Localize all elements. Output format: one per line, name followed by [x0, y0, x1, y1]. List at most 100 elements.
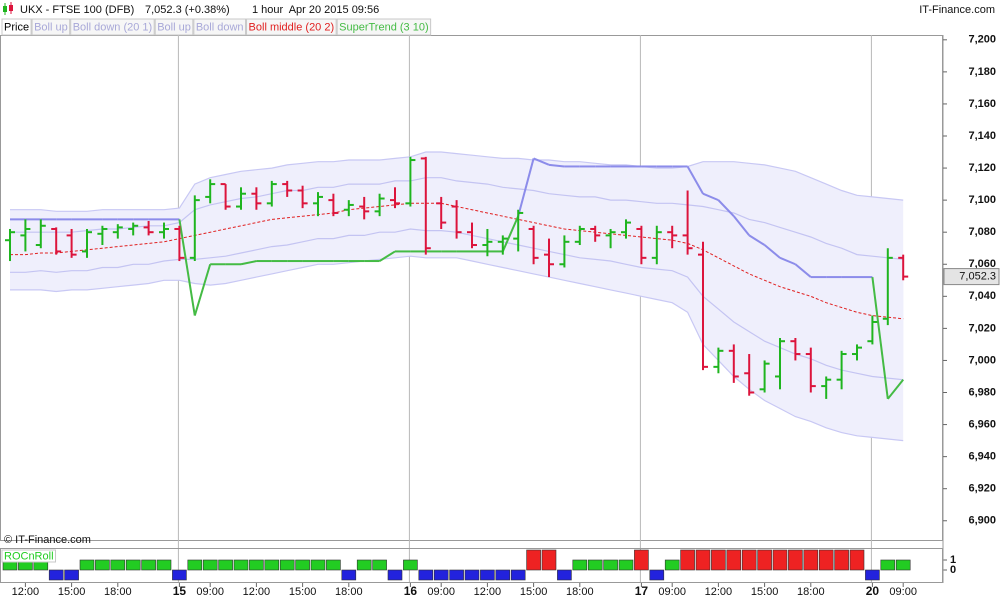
indicator-bar: [557, 569, 572, 581]
indicator-bar: [233, 559, 249, 571]
indicator-bar: [218, 559, 233, 571]
indicator-bar: [895, 559, 911, 571]
supertrend-segment: [748, 234, 766, 246]
x-tick-label: 15:00: [520, 586, 548, 598]
legend-item: [246, 18, 337, 36]
indicator-tick-label: 1: [950, 554, 956, 566]
indicator-bar: [541, 549, 557, 571]
source: IT-Finance.com: [919, 4, 995, 16]
legend-label: SuperTrend (3 10): [339, 21, 428, 33]
x-tick-label: 18:00: [335, 586, 363, 598]
legend: Price Boll up Boll down (20 1) Boll up Boll …: [1, 18, 432, 36]
legend-item: [70, 18, 155, 36]
indicator-bar: [387, 569, 403, 581]
indicator-bar: [587, 559, 603, 571]
indicator-bar: [249, 559, 264, 571]
price-tag-label: 7,052.3: [959, 271, 996, 283]
x-tick-label: 18:00: [797, 586, 825, 598]
x-tick-label: 09:00: [889, 586, 917, 598]
indicator-tick-label: 0: [950, 564, 956, 576]
x-tick-label: 15:00: [58, 586, 86, 598]
indicator-bar: [202, 559, 218, 571]
y-tick-label: 7,200: [968, 34, 996, 46]
indicator-bar: [603, 559, 618, 571]
chart-title: UKX - FTSE 100 (DFB): [20, 4, 134, 16]
indicator-line: [10, 151, 904, 212]
y-tick-label: 7,060: [968, 258, 996, 270]
indicator-bar: [510, 569, 526, 581]
watermark: © IT-Finance.com: [4, 534, 91, 546]
indicator-bar: [495, 569, 511, 581]
indicator-bar: [79, 559, 95, 571]
y-tick-label: 7,040: [968, 290, 996, 302]
indicator-bar: [95, 559, 110, 571]
x-tick-label: 15: [173, 584, 187, 598]
y-tick-label: 7,160: [968, 98, 996, 110]
supertrend-segment: [379, 250, 396, 262]
indicator-bar: [741, 549, 757, 571]
indicator-bar: [295, 559, 310, 571]
legend-item: [31, 18, 71, 36]
indicator-bar: [172, 569, 187, 581]
y-tick-label: 7,180: [968, 66, 996, 78]
period: 1 hour Apr 20 2015 09:56: [252, 4, 379, 16]
indicator-line: [10, 255, 904, 442]
supertrend-segment: [794, 263, 812, 278]
supertrend-segment: [178, 219, 196, 316]
indicator-bar: [803, 549, 819, 571]
supertrend-segment: [717, 199, 735, 217]
indicator-bar: [572, 559, 588, 571]
x-tick-label: 18:00: [566, 586, 594, 598]
indicator-bar: [403, 559, 418, 571]
indicator-bar: [64, 569, 79, 581]
indicator-bar: [279, 559, 295, 571]
indicator-bar: [48, 569, 64, 581]
x-tick-label: 09:00: [658, 586, 686, 598]
indicator-bar: [649, 569, 665, 581]
y-tick-label: 6,980: [968, 386, 996, 398]
indicator-bar: [834, 549, 849, 571]
x-tick-label: 20: [866, 584, 880, 598]
supertrend-segment: [763, 244, 781, 259]
indicator-bar: [865, 569, 880, 581]
y-tick-label: 6,900: [968, 515, 996, 527]
supertrend-segment: [193, 263, 212, 316]
legend-label: Boll down (20 1): [73, 21, 153, 33]
x-tick-label: 09:00: [427, 586, 455, 598]
x-tick-label: 12:00: [12, 586, 40, 598]
indicator-bar: [464, 569, 480, 581]
indicator-bar: [680, 549, 695, 571]
supertrend-segment: [733, 215, 750, 237]
legend-label: Boll middle (20 2): [249, 21, 335, 33]
supertrend-segment: [501, 215, 520, 252]
supertrend-segment: [779, 256, 796, 266]
indicator-bar: [788, 549, 803, 571]
x-tick-label: 09:00: [196, 586, 224, 598]
supertrend-segment: [887, 379, 904, 400]
y-tick-label: 7,140: [968, 130, 996, 142]
indicator-label-box: [1, 549, 57, 563]
supertrend-segment: [517, 158, 535, 217]
indicator-bar: [264, 559, 280, 571]
indicator-bar: [449, 569, 464, 581]
indicator-bar: [356, 559, 372, 571]
y-tick-label: 7,000: [968, 354, 996, 366]
y-tick-label: 7,080: [968, 226, 996, 238]
last-change: 7,052.3 (+0.38%): [145, 4, 230, 16]
indicator-bar: [634, 549, 649, 571]
indicator-name: ROCnRoll: [4, 550, 54, 562]
indicator-bar: [433, 569, 449, 581]
x-tick-label: 17: [635, 584, 649, 598]
x-tick-label: 18:00: [104, 586, 132, 598]
supertrend-segment: [702, 192, 719, 202]
y-tick-label: 6,920: [968, 483, 996, 495]
x-tick-label: 15:00: [289, 586, 317, 598]
indicator-bar: [141, 559, 156, 571]
y-tick-label: 7,020: [968, 322, 996, 334]
indicator-bar: [880, 559, 896, 571]
legend-label: Price: [4, 21, 29, 33]
plot-area: [5, 35, 909, 583]
indicator-bar: [156, 559, 172, 571]
indicator-bar: [772, 549, 788, 571]
